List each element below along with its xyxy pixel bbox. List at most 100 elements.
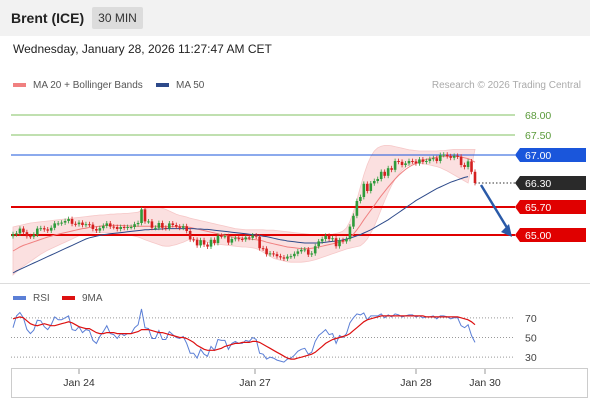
level-label-1: 67.50 [525, 130, 551, 142]
candle-body-31 [119, 227, 122, 229]
candle-body-71 [258, 236, 261, 249]
legend-9ma: 9MA [62, 293, 103, 304]
candle-body-120 [428, 159, 432, 161]
candle-body-103 [369, 183, 373, 191]
candle-body-99 [355, 201, 359, 216]
candle-body-95 [341, 240, 345, 242]
candle-body-97 [348, 226, 352, 239]
candle-body-86 [310, 253, 314, 255]
candle-body-11 [49, 227, 53, 231]
legend-ma50: MA 50 [156, 80, 204, 91]
candle-body-75 [272, 253, 275, 255]
candle-body-73 [265, 248, 268, 255]
candle-body-77 [279, 256, 282, 258]
rsi-tick-70: 70 [525, 313, 537, 325]
candle-body-82 [296, 251, 300, 254]
legend-bb: MA 20 + Bollinger Bands [13, 80, 143, 91]
level-label-2: 67.00 [525, 150, 551, 162]
x-tick-label-2: Jan 28 [400, 377, 432, 389]
level-label-3: 65.70 [525, 202, 551, 214]
candle-body-12 [53, 223, 56, 228]
candle-body-79 [286, 256, 289, 259]
candle-body-93 [334, 238, 338, 247]
candle-body-98 [352, 215, 355, 227]
candle-body-32 [122, 227, 126, 228]
candle-body-109 [390, 168, 393, 170]
candle-body-123 [438, 155, 442, 161]
candle-body-81 [293, 253, 296, 257]
level-tag-4 [515, 228, 586, 242]
legend-rsi-label: RSI [33, 293, 50, 304]
candle-body-128 [456, 155, 459, 157]
candle-body-100 [359, 197, 362, 201]
candle-body-102 [366, 183, 369, 191]
candle-body-115 [411, 161, 414, 162]
candle-body-117 [418, 159, 421, 164]
candle-body-60 [220, 235, 223, 237]
candle-body-107 [383, 171, 386, 176]
candle-body-101 [362, 183, 366, 197]
candle-body-27 [105, 223, 109, 226]
candle-body-65 [237, 238, 241, 240]
rsi-tick-30: 30 [525, 352, 537, 364]
legend-rsi-swatch [13, 296, 26, 301]
candle-body-26 [102, 225, 105, 229]
candle-body-2 [18, 228, 22, 234]
candle-body-8 [39, 228, 43, 230]
candle-body-111 [397, 161, 400, 162]
candle-body-129 [459, 156, 463, 165]
candle-body-39 [147, 221, 150, 223]
candle-body-33 [126, 227, 129, 228]
candle-body-55 [202, 240, 206, 245]
candle-body-92 [331, 238, 334, 240]
candle-body-69 [251, 235, 254, 238]
candle-body-28 [108, 223, 112, 227]
candle-body-72 [261, 248, 265, 250]
last-price-label: 66.30 [525, 178, 551, 190]
forecast-arrow-head [501, 224, 512, 237]
candle-body-42 [157, 223, 161, 228]
chart-datetime: Wednesday, January 28, 2026 11:27:47 AM … [13, 42, 272, 56]
candle-body-118 [421, 159, 425, 162]
timeframe-button[interactable]: 30 MIN [92, 7, 143, 29]
legend-rsi: RSI [13, 293, 50, 304]
candle-body-45 [168, 223, 171, 229]
candle-body-74 [268, 253, 272, 255]
candle-body-3 [22, 228, 25, 233]
candle-body-19 [77, 222, 81, 225]
legend-ma50-swatch [156, 83, 169, 88]
candle-body-119 [425, 161, 428, 162]
x-tick-label-1: Jan 27 [239, 377, 271, 389]
candle-body-113 [404, 163, 407, 165]
candle-body-116 [414, 161, 418, 164]
candle-body-10 [46, 229, 50, 231]
candle-body-105 [376, 179, 380, 181]
candle-body-56 [206, 244, 209, 247]
candle-body-84 [303, 249, 307, 251]
candle-body-63 [230, 239, 234, 243]
candle-body-80 [289, 256, 293, 258]
candle-body-34 [129, 227, 133, 228]
candle-body-88 [317, 241, 320, 247]
candle-body-51 [188, 231, 192, 240]
candle-body-59 [216, 235, 220, 243]
candle-body-16 [67, 219, 70, 221]
candle-body-40 [150, 221, 154, 228]
level-tag-3 [515, 200, 586, 214]
candle-body-67 [244, 237, 248, 240]
candle-body-133 [473, 171, 477, 183]
candles-group [11, 152, 477, 261]
candle-body-36 [136, 223, 140, 225]
candle-body-61 [223, 236, 227, 238]
candle-body-131 [466, 161, 470, 167]
candle-body-94 [338, 240, 341, 247]
candle-body-46 [171, 223, 175, 225]
candle-body-24 [95, 229, 98, 231]
candle-body-43 [161, 223, 164, 228]
candle-body-78 [282, 257, 286, 259]
candle-body-38 [143, 209, 147, 222]
candle-body-35 [133, 224, 136, 227]
candle-body-22 [88, 224, 91, 226]
candle-body-41 [154, 227, 157, 229]
legend-ma50-label: MA 50 [176, 80, 205, 91]
